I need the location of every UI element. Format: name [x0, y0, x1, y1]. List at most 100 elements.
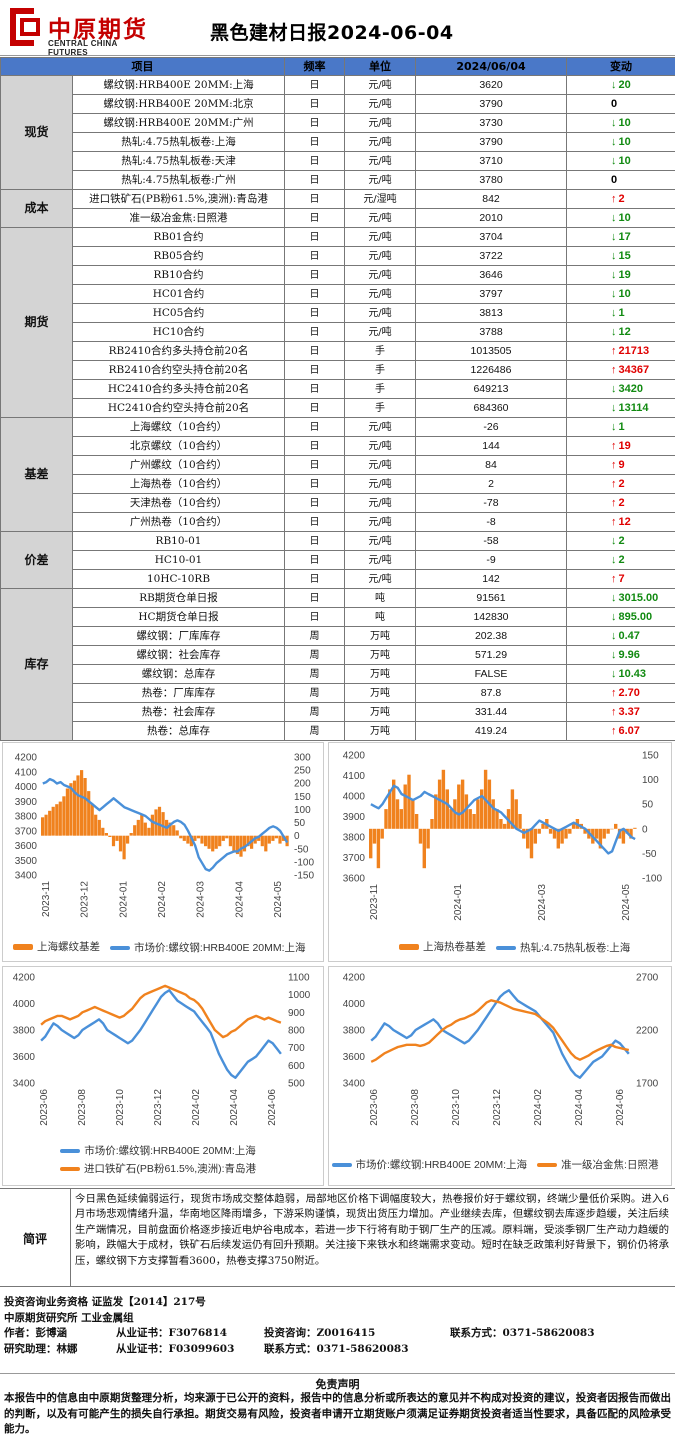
chart-legend: 市场价:螺纹钢:HRB400E 20MM:上海 准一级冶金焦:日照港	[329, 1157, 671, 1172]
x-axis-tick: 2024-05	[621, 884, 632, 921]
left-axis-tick: 3700	[343, 853, 366, 864]
legend-bar-swatch	[399, 943, 419, 950]
value-cell: 842	[415, 189, 567, 209]
item-cell: 热轧:4.75热轧板卷:上海	[72, 132, 285, 152]
item-cell: 上海螺纹（10合约）	[72, 417, 285, 437]
basis-bar	[564, 828, 568, 839]
change-cell: ↑ 2	[566, 474, 675, 494]
table-row: 广州螺纹（10合约）日元/吨 84 ↑ 9	[1, 455, 675, 475]
change-value: 895.00	[618, 610, 653, 623]
legend-label: 市场价:螺纹钢:HRB400E 20MM:上海	[84, 1145, 256, 1157]
basis-bar	[453, 799, 457, 829]
arrow-down-icon: ↓	[611, 78, 617, 91]
right-axis-tick: 150	[642, 751, 659, 762]
unit-cell: 万吨	[344, 702, 416, 722]
frequency-cell: 日	[284, 417, 345, 437]
chart-svg: 3400 3600 3800 4000 4200 1700 2200 2700 2023-06 2…	[343, 973, 659, 1126]
table-row: RB2410合约多头持仓前20名日手 1013505 ↑ 21713	[1, 341, 675, 361]
left-axis-tick: 4200	[343, 751, 366, 762]
arrow-up-icon: ↑	[611, 686, 617, 699]
basis-bar	[614, 823, 618, 829]
change-value: 15	[618, 249, 631, 262]
value-cell: 3722	[415, 246, 567, 266]
table-row: HC2410合约多头持仓前20名日手 649213 ↓ 3420	[1, 379, 675, 399]
basis-bar	[278, 835, 282, 844]
basis-bar	[55, 804, 59, 836]
basis-bar	[76, 775, 80, 836]
change-cell: ↓ 10	[566, 132, 675, 152]
value-cell: 87.8	[415, 683, 567, 703]
unit-cell: 元/吨	[344, 493, 416, 513]
change-cell: 0	[566, 94, 675, 114]
frequency-cell: 日	[284, 208, 345, 228]
frequency-cell: 日	[284, 512, 345, 532]
header-frequency: 频率	[284, 57, 345, 76]
right-axis-tick: 100	[294, 805, 311, 816]
change-value: 0.47	[618, 629, 640, 642]
table-row: HC2410合约空头持仓前20名日手 684360 ↓ 13114	[1, 398, 675, 418]
left-axis-tick: 3600	[343, 874, 366, 885]
change-value: 2	[618, 192, 625, 205]
basis-bar	[526, 828, 530, 849]
left-axis-tick: 4000	[15, 782, 38, 793]
table-row: HC10合约日元/吨 3788 ↓ 12	[1, 322, 675, 342]
left-axis-tick: 3400	[13, 1079, 36, 1090]
unit-cell: 万吨	[344, 626, 416, 646]
change-value: 1	[618, 420, 625, 433]
right-axis-tick: 1100	[288, 973, 310, 984]
change-cell: ↓ 2	[566, 550, 675, 570]
basis-bar	[441, 769, 446, 829]
frequency-cell: 日	[284, 569, 345, 589]
legend-item: 上海螺纹基差	[13, 939, 100, 954]
arrow-down-icon: ↓	[611, 211, 617, 224]
arrow-down-icon: ↓	[611, 534, 617, 547]
basis-bar	[214, 835, 218, 849]
change-value: 12	[618, 515, 631, 528]
table-row: RB2410合约空头持仓前20名日手 1226486 ↑ 34367	[1, 360, 675, 380]
item-cell: 螺纹钢:HRB400E 20MM:北京	[72, 94, 285, 114]
change-cell: ↓ 19	[566, 265, 675, 285]
unit-cell: 元/吨	[344, 227, 416, 247]
unit-cell: 万吨	[344, 721, 416, 741]
basis-bar	[182, 835, 186, 841]
right-axis-tick: 2200	[636, 1026, 659, 1037]
basis-bar	[133, 825, 137, 836]
value-cell: -78	[415, 493, 567, 513]
basis-bar	[480, 789, 484, 829]
disclaimer: 免责声明 本报告中的信息由中原期货整理分析，均来源于已公开的资料，报告中的信息分…	[0, 1373, 675, 1445]
frequency-cell: 日	[284, 303, 345, 323]
x-axis-tick: 2023-12	[492, 1089, 503, 1126]
frequency-cell: 日	[284, 246, 345, 266]
change-cell: ↑ 2	[566, 189, 675, 209]
change-value: 2	[618, 477, 625, 490]
frequency-cell: 日	[284, 398, 345, 418]
basis-bar	[510, 789, 515, 829]
change-value: 2	[618, 534, 625, 547]
basis-bar	[610, 828, 614, 830]
assistant-name: 研究助理：林娜	[4, 1342, 78, 1355]
value-cell: 3704	[415, 227, 567, 247]
item-cell: 螺纹钢:HRB400E 20MM:广州	[72, 113, 285, 133]
frequency-cell: 周	[284, 683, 345, 703]
change-cell: ↓ 2	[566, 531, 675, 551]
basis-bar	[264, 835, 268, 852]
unit-cell: 元/吨	[344, 94, 416, 114]
arrow-down-icon: ↓	[611, 382, 617, 395]
table-row: 天津热卷（10合约）日元/吨 -78 ↑ 2	[1, 493, 675, 513]
basis-bar	[104, 833, 108, 836]
arrow-down-icon: ↓	[611, 325, 617, 338]
change-value: 20	[618, 78, 631, 91]
table-row: 成本 进口铁矿石(PB粉61.5%,澳洲):青岛港日元/湿吨 842 ↑ 2	[0, 189, 675, 228]
item-cell: 北京螺纹（10合约）	[72, 436, 285, 456]
basis-bar	[172, 825, 176, 836]
item-cell: 天津热卷（10合约）	[72, 493, 285, 513]
series-line	[370, 784, 636, 855]
legend-label: 热轧:4.75热轧板卷:上海	[520, 942, 631, 954]
left-axis-tick: 4100	[343, 771, 366, 782]
basis-bar	[491, 799, 495, 829]
table-row: HC10-01 日元/吨 -9 ↓ 2	[1, 550, 675, 570]
table-row: HC01合约日元/吨 3797 ↓ 10	[1, 284, 675, 304]
change-value: 6.07	[618, 724, 640, 737]
unit-cell: 元/吨	[344, 531, 416, 551]
basis-bar	[140, 814, 144, 836]
